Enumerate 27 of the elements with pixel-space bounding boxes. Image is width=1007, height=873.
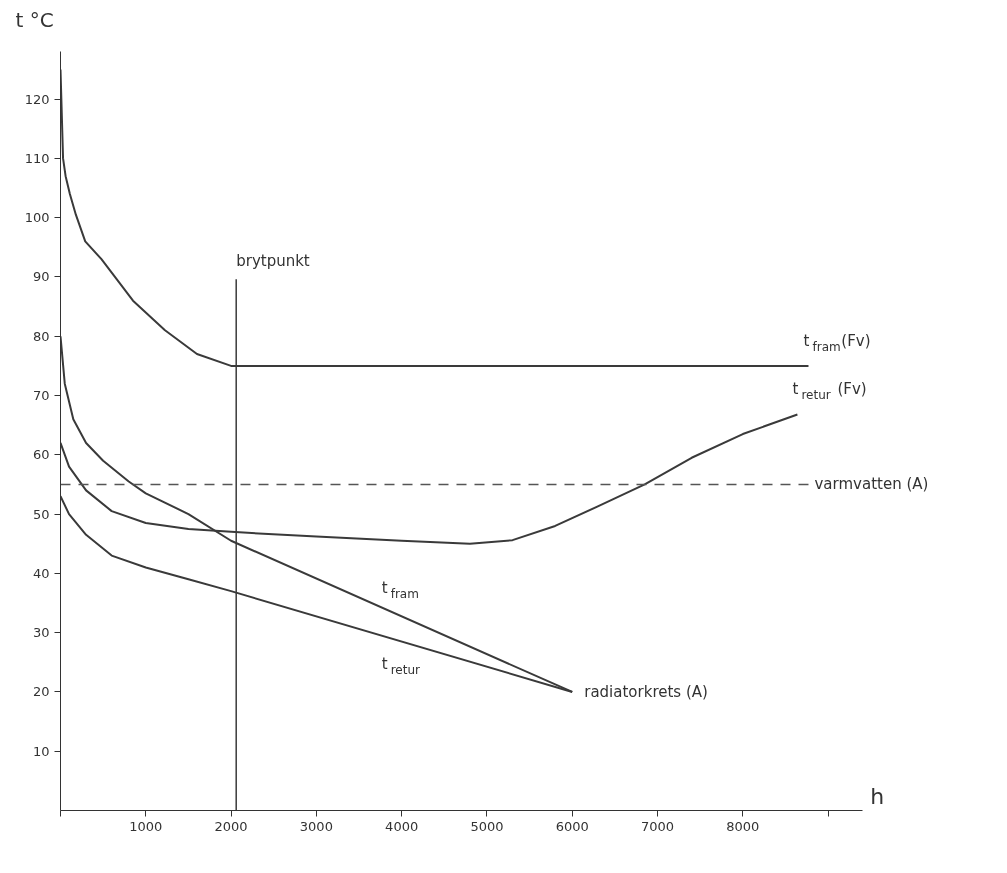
y-tick-label: 110 (24, 150, 50, 166)
x-axis-title: h (870, 784, 885, 809)
x-tick-label: 3000 (299, 818, 333, 834)
y-tick-label: 30 (32, 625, 50, 641)
series-label: tretur (381, 654, 421, 677)
y-tick-label: 80 (32, 328, 50, 344)
series-label: tfram (381, 579, 419, 602)
x-tick-label: 5000 (470, 818, 504, 834)
y-axis-title: t °C (15, 7, 54, 32)
x-tick-label: 7000 (640, 818, 675, 834)
y-tick-label: 100 (24, 210, 50, 226)
ref-line-label: brytpunkt (236, 252, 310, 271)
y-tick-label: 70 (32, 388, 50, 404)
x-tick-label: 8000 (726, 818, 760, 834)
annotation: radiatorkrets (A) (584, 682, 708, 701)
y-tick-label: 10 (32, 743, 50, 759)
x-tick-label: 1000 (129, 818, 163, 834)
ref-line-label: varmvatten (A) (814, 475, 929, 494)
y-tick-label: 20 (32, 684, 50, 700)
y-tick-label: 120 (24, 91, 50, 107)
y-tick-label: 60 (32, 447, 50, 463)
y-tick-label: 40 (32, 565, 50, 581)
y-tick-label: 50 (32, 506, 50, 522)
y-tick-label: 90 (32, 269, 50, 285)
x-tick-label: 6000 (555, 818, 589, 834)
x-tick-label: 4000 (385, 818, 419, 834)
x-tick-label: 2000 (214, 818, 248, 834)
